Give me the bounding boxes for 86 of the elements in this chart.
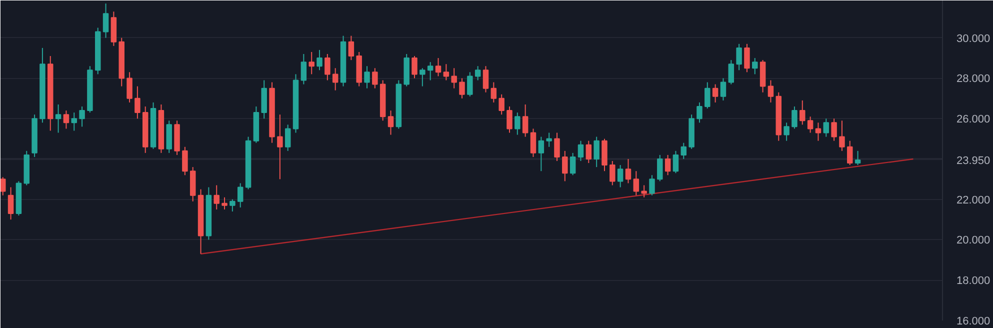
y-tick-label: 30.000 [956,32,990,45]
candlestick [800,100,806,126]
y-tick-label: 22.000 [956,194,990,206]
candlestick [498,94,504,116]
candlestick [388,110,394,136]
candlestick [680,142,687,160]
candlestick [546,132,552,148]
candlestick [300,54,307,85]
candlestick [704,82,710,110]
candlestick [854,150,861,166]
candlestick [672,150,679,174]
candlestick [277,114,283,180]
candlestick [570,152,576,176]
candlestick [823,118,830,138]
candlestick [102,3,109,38]
candlestick [332,68,338,91]
candlestick [514,112,520,136]
y-tick-label: 28.000 [956,73,990,86]
candlestick [831,118,837,142]
candlestick [649,174,655,196]
candlestick [364,66,370,89]
candlestick [474,66,481,81]
candlestick [63,110,70,130]
candlestick [55,104,62,134]
candlestick [768,80,774,103]
y-tick-label: 20.000 [956,234,990,247]
candlestick [490,82,497,103]
candlestick [182,146,188,176]
candlestick [784,122,790,142]
candlestick [625,158,632,184]
candlestick [79,106,85,128]
candlestick [807,116,814,134]
y-tick-label: 26.000 [956,114,990,126]
y-tick-label: 23.950 [956,154,990,167]
candlestick [641,184,647,198]
candlestick [427,62,434,81]
candlestick [696,102,702,124]
candlestick [443,64,450,81]
candlestick [728,60,734,85]
candlestick [720,78,726,101]
candlestick [435,58,442,77]
candlestick [586,140,592,164]
candlestick [538,136,544,172]
candlestick [744,43,750,73]
candlestick [412,56,418,79]
candlestick [522,104,528,138]
candlestick [230,198,236,212]
candlestick [459,78,465,99]
candlestick [664,154,671,176]
candlestick [284,124,291,152]
candlestick [214,184,220,210]
candlestick [482,66,489,93]
candlestick [792,106,798,130]
y-tick-label: 18.000 [956,275,990,288]
candlestick [657,154,663,182]
candlestick [324,54,330,81]
candlestick [134,86,140,120]
candlestick [8,186,14,220]
candlestick [839,120,845,152]
candlestick [815,122,822,142]
candlestick [372,68,378,89]
candlestick [633,170,640,196]
candlestick [554,132,560,162]
candlestick [736,43,742,71]
candlestick [420,68,426,87]
candlestick [467,72,473,97]
candlestick [126,72,132,103]
candlestick [71,112,77,132]
candlestick [506,106,512,134]
candlestick [237,182,244,208]
candlestick [562,150,568,182]
candlestick [308,51,314,75]
candlestick [578,140,584,162]
candlestick [0,176,6,196]
candlestick [610,160,616,186]
candlestick [348,35,354,61]
candlestick [316,49,322,71]
candlestick [847,140,853,166]
candlestick [752,58,758,75]
candlestick [712,84,718,103]
candlestick [530,128,536,158]
candlestick [617,164,624,188]
y-tick-label: 16.000 [956,316,990,328]
candlestick [451,68,457,89]
candlestick [594,136,600,168]
candlestick [222,196,228,210]
